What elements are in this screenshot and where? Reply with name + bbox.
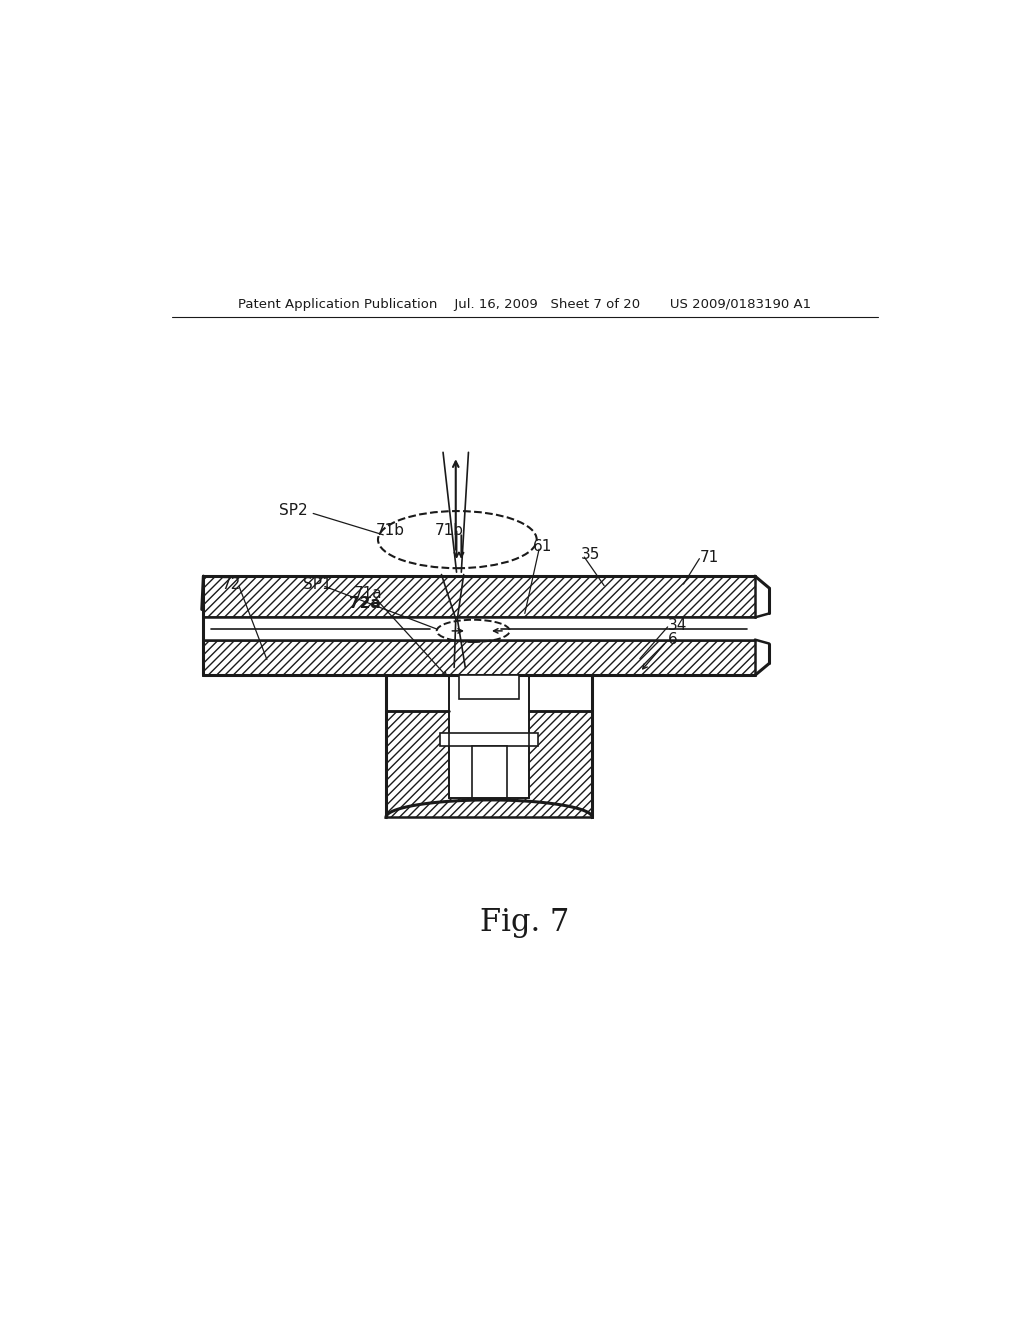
Bar	[386, 711, 592, 817]
Bar	[450, 676, 528, 797]
Text: SP2: SP2	[279, 503, 307, 517]
Text: 71a: 71a	[354, 586, 383, 601]
Bar	[204, 576, 755, 618]
Bar	[440, 734, 539, 746]
Bar	[460, 676, 519, 700]
Text: 72: 72	[221, 577, 241, 593]
Text: 71: 71	[699, 549, 719, 565]
Bar	[204, 640, 755, 676]
Text: Fig. 7: Fig. 7	[480, 907, 569, 937]
Text: SP1: SP1	[303, 577, 331, 593]
Text: 34: 34	[668, 618, 687, 632]
Text: 71b: 71b	[376, 523, 404, 537]
Text: 35: 35	[581, 548, 600, 562]
Text: 61: 61	[532, 540, 552, 554]
Text: Patent Application Publication    Jul. 16, 2009   Sheet 7 of 20       US 2009/01: Patent Application Publication Jul. 16, …	[239, 298, 811, 312]
Bar	[204, 618, 755, 640]
Text: 72a: 72a	[348, 597, 380, 611]
Bar	[472, 746, 507, 797]
Text: 71b: 71b	[435, 523, 464, 537]
Text: 6: 6	[668, 632, 678, 647]
